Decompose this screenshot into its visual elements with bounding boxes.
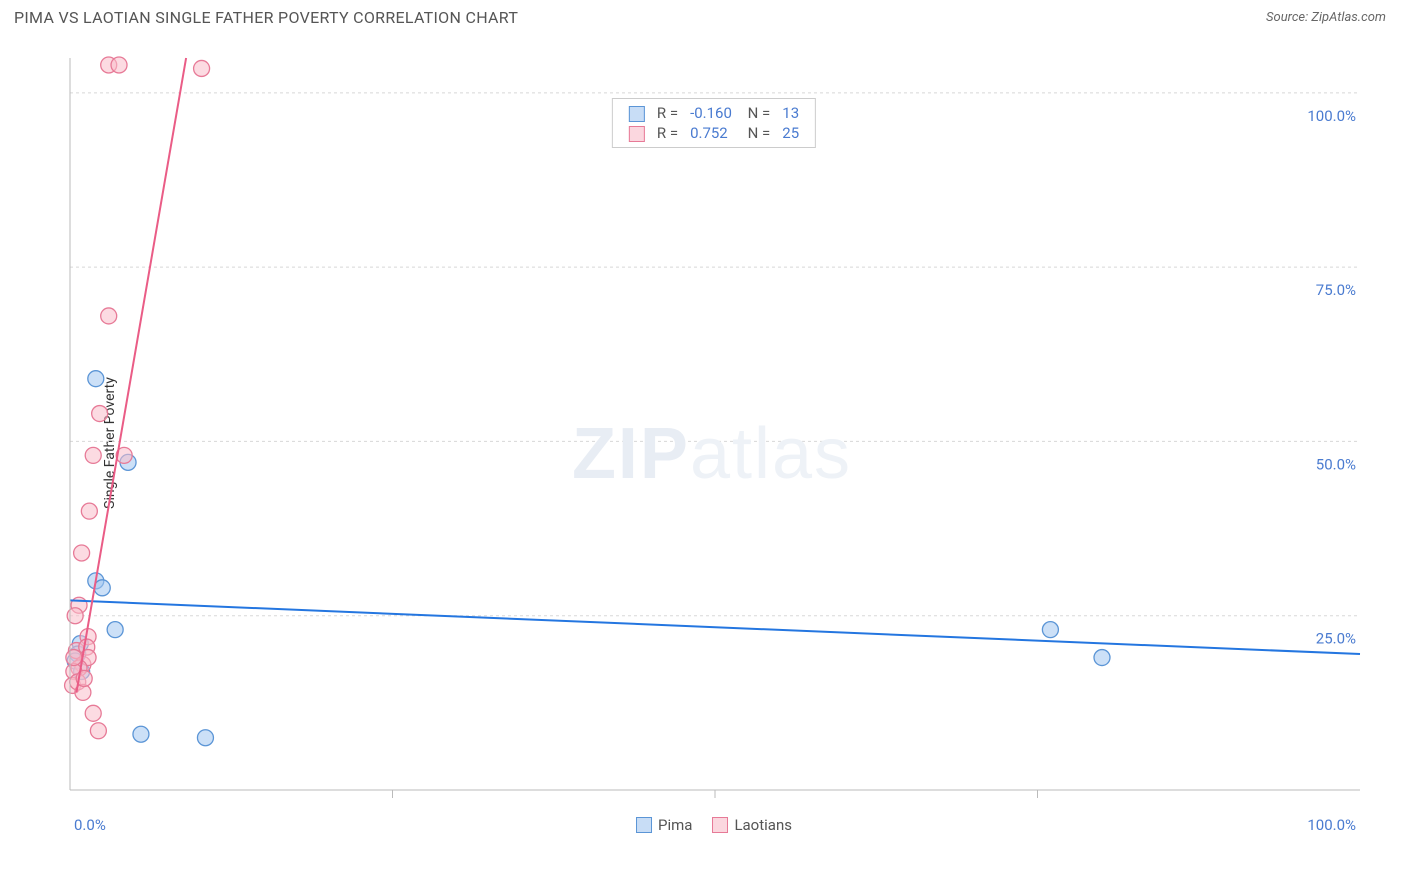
data-point [133, 726, 149, 742]
data-point [85, 705, 101, 721]
chart-title: PIMA VS LAOTIAN SINGLE FATHER POVERTY CO… [14, 8, 518, 27]
legend-item: Pima [636, 816, 692, 834]
trend-line [70, 600, 1360, 654]
bottom-legend: Pima Laotians [636, 816, 792, 834]
legend-item: Laotians [712, 816, 792, 834]
data-point [101, 308, 117, 324]
data-point [85, 447, 101, 463]
stats-n-value: 13 [776, 103, 805, 123]
y-tick-label: 50.0% [1316, 455, 1356, 473]
data-point [88, 371, 104, 387]
legend-label: Pima [658, 816, 692, 834]
scatter-plot: ZIPatlas 25.0% 50.0% 75.0% 100.0% 0.0% 100.0% [62, 48, 1384, 838]
data-point [194, 60, 210, 76]
stats-r-value: 0.752 [684, 123, 738, 143]
legend-swatch [629, 106, 645, 122]
x-tick-label: 100.0% [1307, 816, 1356, 834]
y-tick-label: 25.0% [1316, 630, 1356, 648]
legend-label: Laotians [734, 816, 792, 834]
data-point [107, 622, 123, 638]
x-tick-label: 0.0% [74, 816, 106, 834]
legend-swatch [629, 126, 645, 142]
data-point [1042, 622, 1058, 638]
data-point [1094, 650, 1110, 666]
legend-swatch [636, 817, 652, 833]
data-point [74, 545, 90, 561]
stats-n-value: 25 [776, 123, 805, 143]
chart-area: Single Father Poverty ZIPatlas 25.0%50.0… [44, 48, 1384, 838]
stats-legend-row: R =-0.160 N =13 [623, 103, 805, 123]
data-point [197, 730, 213, 746]
title-bar: PIMA VS LAOTIAN SINGLE FATHER POVERTY CO… [0, 0, 1406, 35]
stats-legend: R =-0.160 N =13R =0.752 N =25 [612, 98, 816, 148]
legend-swatch [712, 817, 728, 833]
data-point [81, 503, 97, 519]
stats-legend-row: R =0.752 N =25 [623, 123, 805, 143]
y-tick-label: 100.0% [1307, 107, 1356, 125]
y-tick-label: 75.0% [1316, 281, 1356, 299]
data-point [111, 57, 127, 73]
stats-r-value: -0.160 [684, 103, 738, 123]
data-point [66, 650, 82, 666]
data-point [94, 580, 110, 596]
data-point [90, 723, 106, 739]
source-label: Source: ZipAtlas.com [1266, 10, 1386, 25]
data-point [92, 406, 108, 422]
watermark: ZIPatlas [572, 414, 852, 494]
